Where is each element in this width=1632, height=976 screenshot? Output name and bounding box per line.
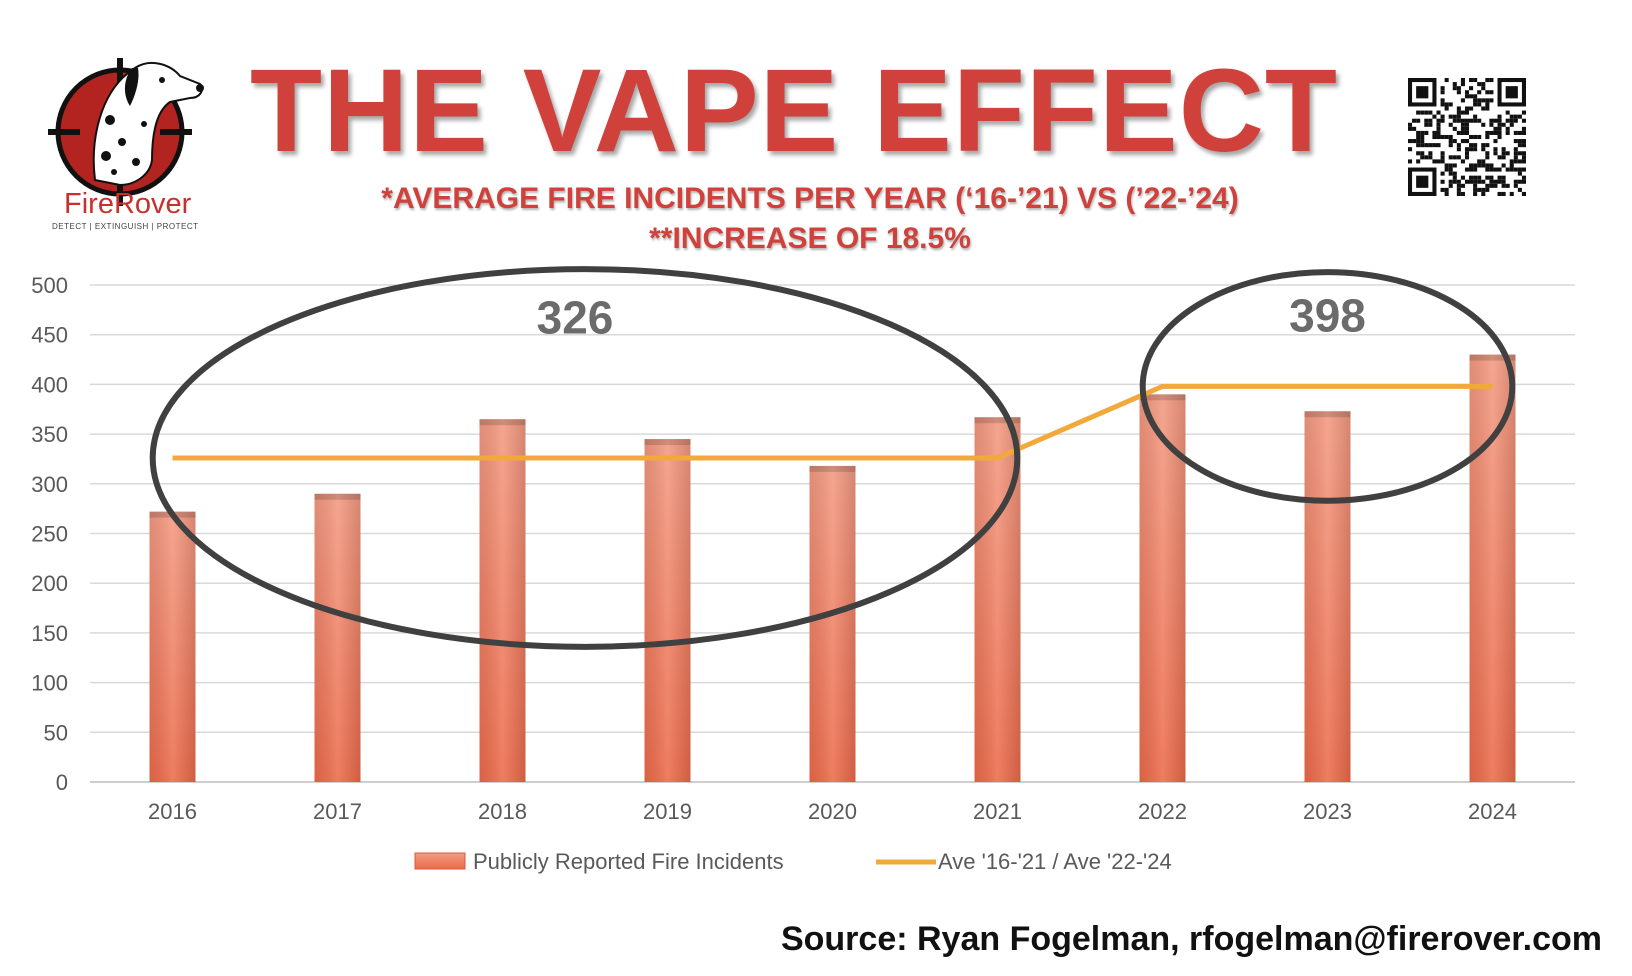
legend-bar-swatch	[414, 852, 466, 870]
bar-top-edge	[1139, 394, 1186, 401]
x-tick-label: 2024	[1468, 799, 1517, 824]
bar-top-edge	[809, 465, 856, 472]
annotation-ellipse	[149, 266, 1021, 650]
subtitle-average: *AVERAGE FIRE INCIDENTS PER YEAR (‘16-’2…	[381, 182, 1239, 215]
y-tick-label: 450	[31, 323, 68, 348]
bar-top-edge	[644, 439, 691, 446]
x-tick-label: 2023	[1303, 799, 1352, 824]
x-tick-label: 2019	[643, 799, 692, 824]
x-tick-label: 2022	[1138, 799, 1187, 824]
bar-shading	[149, 511, 196, 782]
bar-shading	[1304, 411, 1351, 782]
bar-shading	[314, 493, 361, 782]
annotation-label: 398	[1289, 290, 1366, 342]
logo-tagline: DETECT | EXTINGUISH | PROTECT	[52, 222, 199, 231]
average-line	[172, 383, 1493, 461]
annotation-label: 326	[537, 291, 614, 343]
bar-shading	[809, 465, 856, 782]
y-tick-label: 0	[56, 770, 68, 795]
logo-name: FireRover	[64, 188, 192, 220]
y-tick-label: 500	[31, 273, 68, 298]
y-tick-label: 50	[44, 720, 68, 745]
x-tick-label: 2018	[478, 799, 527, 824]
bar-shading	[644, 439, 691, 782]
page-title: THE VAPE EFFECT	[250, 45, 1339, 177]
legend-bar-label: Publicly Reported Fire Incidents	[473, 849, 784, 874]
bar-shading	[1469, 354, 1516, 782]
y-tick-label: 100	[31, 671, 68, 696]
bar-shading	[479, 419, 526, 782]
y-tick-label: 250	[31, 522, 68, 547]
y-tick-label: 300	[31, 472, 68, 497]
subtitle-increase: **INCREASE OF 18.5%	[649, 222, 971, 255]
y-tick-label: 150	[31, 621, 68, 646]
source-credit: Source: Ryan Fogelman, rfogelman@firerov…	[780, 920, 1602, 958]
bar-top-edge	[314, 493, 361, 500]
bar-top-edge	[974, 417, 1021, 424]
bar-shading	[1139, 394, 1186, 782]
y-tick-label: 350	[31, 422, 68, 447]
y-tick-label: 400	[31, 372, 68, 397]
x-tick-label: 2017	[313, 799, 362, 824]
y-tick-label: 200	[31, 571, 68, 596]
bar-top-edge	[1469, 354, 1516, 361]
bar-top-edge	[479, 419, 526, 426]
legend-line-label: Ave '16-'21 / Ave '22-'24	[938, 849, 1172, 874]
x-tick-label: 2016	[148, 799, 197, 824]
bar-top-edge	[1304, 411, 1351, 418]
qr-code-icon[interactable]	[1408, 78, 1526, 196]
annotation-ellipse	[1139, 269, 1516, 504]
dalmatian-crosshair-logo	[48, 58, 204, 206]
x-tick-label: 2020	[808, 799, 857, 824]
x-tick-label: 2021	[973, 799, 1022, 824]
